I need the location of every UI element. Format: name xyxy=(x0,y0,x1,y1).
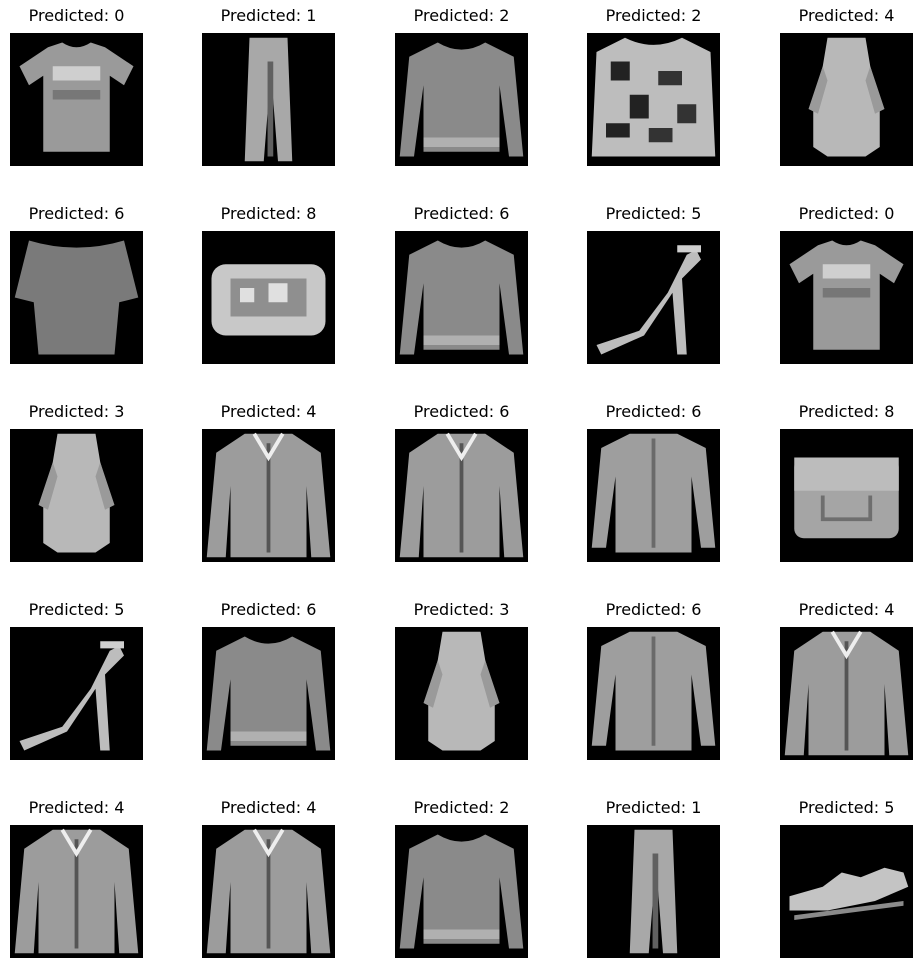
prediction-panel: Predicted: 8 xyxy=(780,399,913,562)
panel-title: Predicted: 5 xyxy=(605,204,702,223)
prediction-panel: Predicted: 1 xyxy=(202,3,335,166)
clothing-image xyxy=(587,231,720,364)
panel-title: Predicted: 1 xyxy=(605,798,702,817)
panel-title: Predicted: 4 xyxy=(220,402,317,421)
prediction-panel: Predicted: 2 xyxy=(587,3,720,166)
panel-title: Predicted: 3 xyxy=(413,600,510,619)
prediction-panel: Predicted: 6 xyxy=(10,201,143,364)
clothing-image xyxy=(202,33,335,166)
clothing-image xyxy=(10,627,143,760)
panel-title: Predicted: 5 xyxy=(28,600,125,619)
prediction-panel: Predicted: 6 xyxy=(202,597,335,760)
prediction-panel: Predicted: 0 xyxy=(10,3,143,166)
prediction-panel: Predicted: 8 xyxy=(202,201,335,364)
panel-title: Predicted: 2 xyxy=(413,798,510,817)
prediction-panel: Predicted: 6 xyxy=(395,399,528,562)
clothing-image xyxy=(202,825,335,958)
prediction-panel: Predicted: 2 xyxy=(395,795,528,958)
clothing-image xyxy=(395,231,528,364)
clothing-image xyxy=(587,627,720,760)
prediction-panel: Predicted: 6 xyxy=(587,597,720,760)
panel-title: Predicted: 6 xyxy=(28,204,125,223)
prediction-panel: Predicted: 4 xyxy=(780,3,913,166)
prediction-panel: Predicted: 4 xyxy=(10,795,143,958)
clothing-image xyxy=(780,231,913,364)
clothing-image xyxy=(395,825,528,958)
panel-title: Predicted: 4 xyxy=(28,798,125,817)
prediction-panel: Predicted: 5 xyxy=(587,201,720,364)
prediction-panel: Predicted: 5 xyxy=(10,597,143,760)
prediction-panel: Predicted: 1 xyxy=(587,795,720,958)
clothing-image xyxy=(587,825,720,958)
panel-title: Predicted: 6 xyxy=(220,600,317,619)
prediction-panel: Predicted: 2 xyxy=(395,3,528,166)
clothing-image xyxy=(587,33,720,166)
panel-title: Predicted: 4 xyxy=(798,600,895,619)
panel-title: Predicted: 4 xyxy=(220,798,317,817)
clothing-image xyxy=(395,33,528,166)
panel-title: Predicted: 8 xyxy=(220,204,317,223)
panel-title: Predicted: 6 xyxy=(413,402,510,421)
prediction-panel: Predicted: 6 xyxy=(587,399,720,562)
panel-title: Predicted: 5 xyxy=(798,798,895,817)
panel-title: Predicted: 6 xyxy=(413,204,510,223)
clothing-image xyxy=(395,627,528,760)
clothing-image xyxy=(780,33,913,166)
panel-title: Predicted: 0 xyxy=(798,204,895,223)
clothing-image xyxy=(587,429,720,562)
prediction-panel: Predicted: 6 xyxy=(395,201,528,364)
clothing-image xyxy=(780,825,913,958)
prediction-panel: Predicted: 3 xyxy=(395,597,528,760)
clothing-image xyxy=(10,33,143,166)
clothing-image xyxy=(395,429,528,562)
clothing-image xyxy=(780,429,913,562)
clothing-image xyxy=(202,231,335,364)
prediction-panel: Predicted: 5 xyxy=(780,795,913,958)
panel-title: Predicted: 2 xyxy=(413,6,510,25)
panel-title: Predicted: 4 xyxy=(798,6,895,25)
clothing-image xyxy=(202,429,335,562)
panel-title: Predicted: 8 xyxy=(798,402,895,421)
panel-title: Predicted: 3 xyxy=(28,402,125,421)
prediction-panel: Predicted: 4 xyxy=(780,597,913,760)
panel-title: Predicted: 1 xyxy=(220,6,317,25)
clothing-image xyxy=(780,627,913,760)
panel-title: Predicted: 6 xyxy=(605,600,702,619)
clothing-image xyxy=(10,825,143,958)
prediction-panel: Predicted: 4 xyxy=(202,399,335,562)
clothing-image xyxy=(10,231,143,364)
clothing-image xyxy=(202,627,335,760)
prediction-panel: Predicted: 0 xyxy=(780,201,913,364)
prediction-panel: Predicted: 3 xyxy=(10,399,143,562)
prediction-panel: Predicted: 4 xyxy=(202,795,335,958)
panel-title: Predicted: 6 xyxy=(605,402,702,421)
panel-title: Predicted: 0 xyxy=(28,6,125,25)
clothing-image xyxy=(10,429,143,562)
panel-title: Predicted: 2 xyxy=(605,6,702,25)
